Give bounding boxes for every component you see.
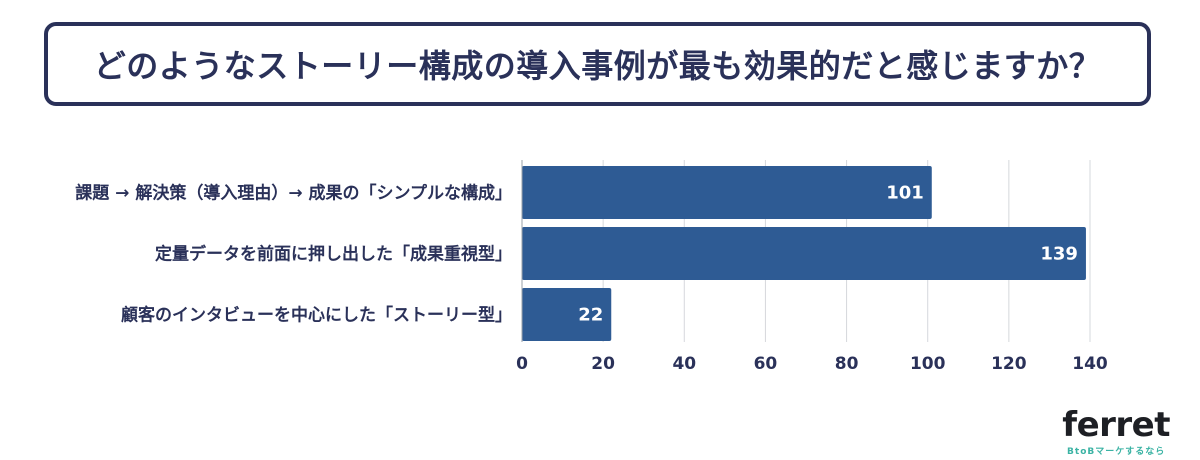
value-label-1: 101: [886, 183, 924, 204]
x-tick-label-140: 140: [1072, 354, 1108, 374]
x-tick-label-120: 120: [991, 354, 1027, 374]
bar-2: [522, 227, 1086, 280]
bar-1: [522, 166, 932, 219]
x-tick-label-20: 20: [591, 354, 615, 374]
x-tick-label-40: 40: [672, 354, 696, 374]
ferret-logo: ferret BtoBマーケするなら: [1062, 408, 1170, 457]
chart-title: どのようなストーリー構成の導入事例が最も効果的だと感じますか？: [93, 47, 1102, 85]
category-label-1: 課題 → 解決策（導入理由）→ 成果の「シンプルな構成」: [75, 183, 512, 204]
value-label-3: 22: [578, 305, 603, 326]
logo-tagline: BtoBマーケするなら: [1067, 447, 1166, 457]
logo-word: ferret: [1062, 405, 1170, 445]
x-tick-label-0: 0: [516, 354, 528, 374]
x-tick-label-60: 60: [754, 354, 778, 374]
value-label-2: 139: [1040, 244, 1078, 265]
category-label-2: 定量データを前面に押し出した「成果重視型」: [155, 244, 512, 265]
title-box: どのようなストーリー構成の導入事例が最も効果的だと感じますか？: [44, 22, 1151, 106]
category-label-3: 顧客のインタビューを中心にした「ストーリー型」: [121, 305, 512, 326]
x-tick-label-100: 100: [910, 354, 946, 374]
bar-3: [522, 288, 612, 341]
x-tick-label-80: 80: [835, 354, 859, 374]
